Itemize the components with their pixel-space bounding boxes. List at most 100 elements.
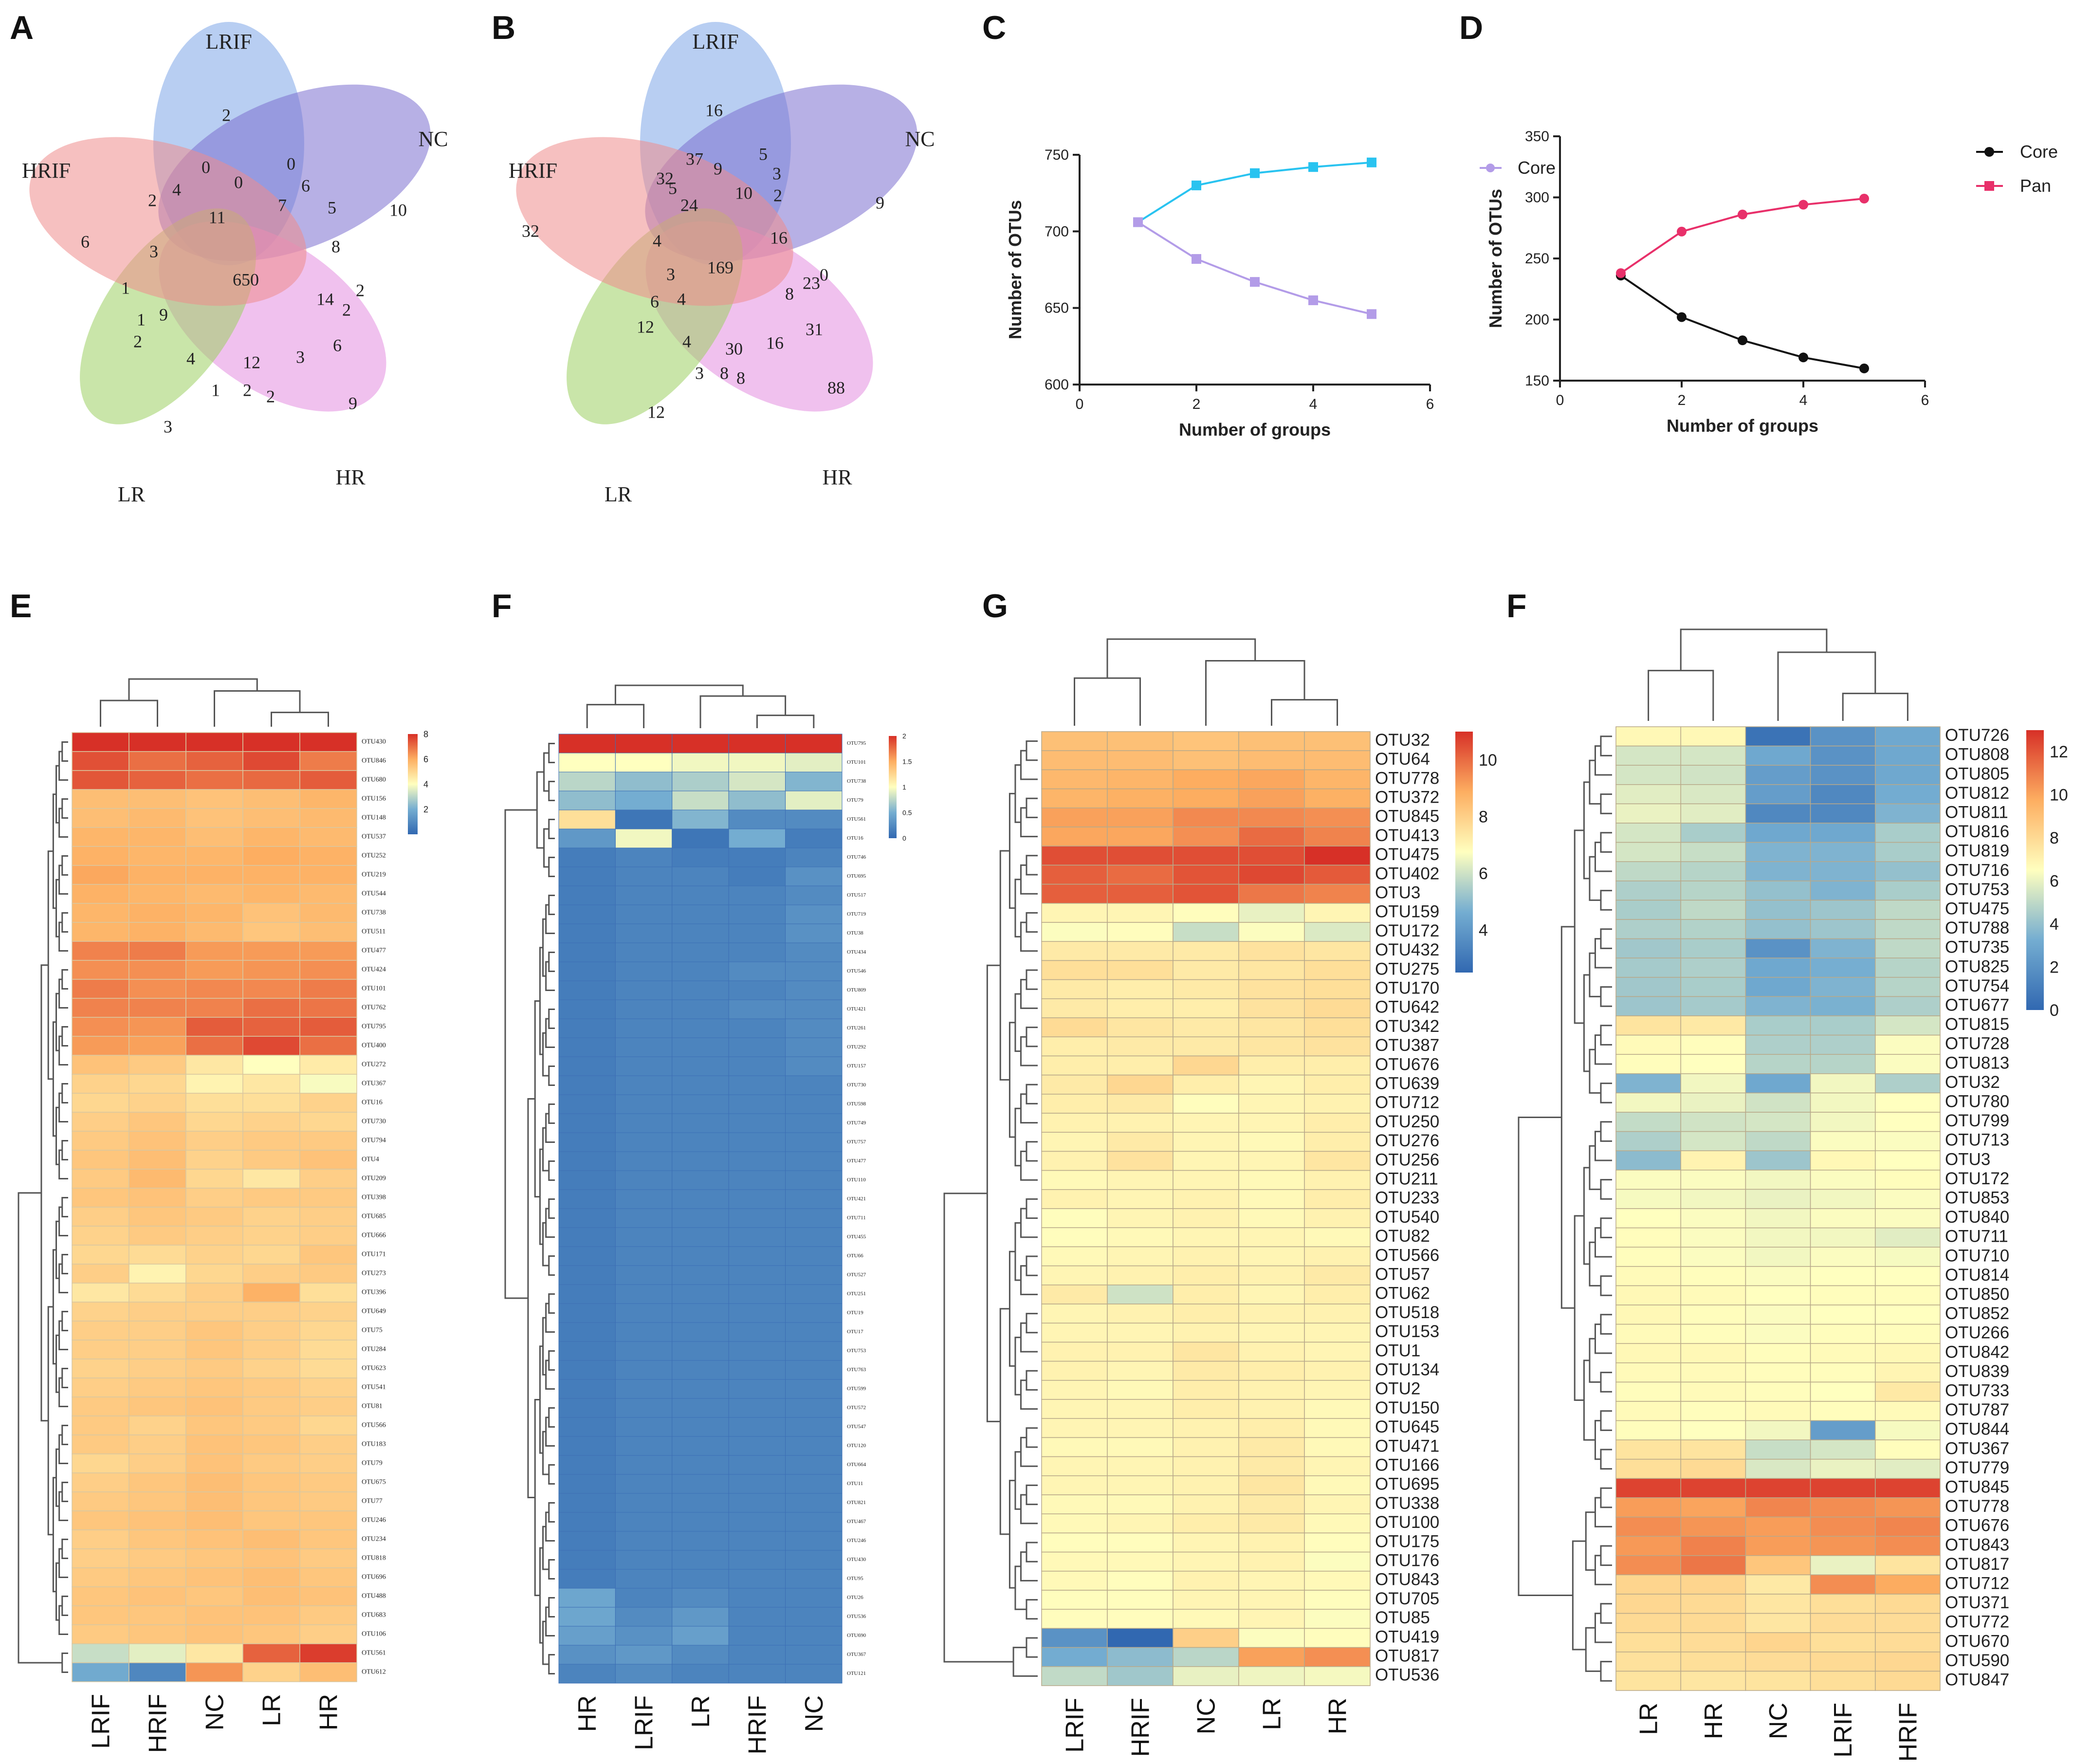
heatmap-cell <box>1304 1494 1371 1514</box>
col-dendrogram-branch <box>1271 699 1338 726</box>
heatmap-cell <box>785 1189 843 1209</box>
row-dendrogram-branch <box>1594 1555 1612 1585</box>
col-dendrogram-branch <box>1680 628 1828 671</box>
col-dendrogram-branch <box>1777 651 1876 721</box>
heatmap-cell <box>1041 941 1108 961</box>
heatmap-cell <box>1041 845 1108 866</box>
heatmap-cell <box>1810 996 1876 1016</box>
row-label: OTU639 <box>1375 1074 1439 1093</box>
heatmap-cell <box>785 1075 843 1095</box>
heatmap-cell <box>558 1379 616 1399</box>
heatmap-cell <box>185 1586 243 1606</box>
heatmap-cell <box>672 1056 729 1076</box>
heatmap-cell <box>185 884 243 904</box>
heatmap-cell <box>1875 1015 1941 1036</box>
heatmap-cell <box>785 1436 843 1456</box>
heatmap-cell <box>1875 1671 1941 1691</box>
row-label: OTU101 <box>362 985 386 992</box>
row-dendrogram-branch <box>58 1206 68 1236</box>
heatmap-cell <box>1680 842 1746 862</box>
row-dendrogram-branch <box>1020 1093 1038 1124</box>
heatmap-cell <box>1107 979 1174 999</box>
heatmap-cell <box>728 961 786 981</box>
row-dendrogram-branch <box>1012 1647 1038 1677</box>
heatmap-cell <box>242 1150 300 1170</box>
heatmap-cell <box>185 1169 243 1189</box>
heatmap-cell <box>1173 979 1239 999</box>
column-label: HRIF <box>1127 1698 1155 1757</box>
heatmap-cell <box>1107 1571 1174 1591</box>
heatmap-cell <box>728 1189 786 1209</box>
heatmap-cell <box>1745 861 1811 882</box>
heatmap-cell <box>128 941 186 961</box>
heatmap-cell <box>72 1548 129 1568</box>
row-dendrogram-branch <box>545 1303 555 1333</box>
heatmap-cell <box>728 1075 786 1095</box>
row-dendrogram-branch <box>1600 1661 1612 1682</box>
heatmap-cell <box>242 1207 300 1227</box>
row-label: OTU421 <box>847 1196 866 1202</box>
x-tick-label: 0 <box>1076 396 1084 412</box>
heatmap-cell <box>185 1453 243 1473</box>
heatmap-cell <box>558 1626 616 1646</box>
heatmap-cell <box>72 922 129 942</box>
heatmap-cell <box>1107 1609 1174 1629</box>
heatmap-cell <box>1875 823 1941 843</box>
heatmap-cell <box>185 1378 243 1397</box>
heatmap-cell <box>1238 1666 1305 1686</box>
heatmap-cell <box>72 846 129 866</box>
heatmap-cell <box>185 1491 243 1511</box>
x-tick-label: 6 <box>1426 396 1434 412</box>
row-dendrogram-branch <box>1026 1542 1038 1562</box>
heatmap-cell <box>185 1321 243 1341</box>
row-label: OTU156 <box>362 795 386 803</box>
row-label: OTU419 <box>1375 1627 1439 1646</box>
heatmap-cell <box>1875 745 1941 766</box>
heatmap-cell <box>1041 1380 1108 1400</box>
column-label: HR <box>573 1695 602 1732</box>
heatmap-cell <box>615 1455 673 1475</box>
heatmap-cell <box>1680 726 1746 747</box>
heatmap-cell <box>299 1567 357 1587</box>
heatmap-cell <box>1041 1265 1108 1286</box>
row-label: OTU233 <box>1375 1189 1439 1208</box>
row-dendrogram-branch <box>61 1083 68 1103</box>
heatmap-cell <box>558 790 616 810</box>
color-scale-tick: 8 <box>1479 808 1488 827</box>
heatmap-cell <box>1615 1305 1681 1325</box>
heatmap-cell <box>1238 922 1305 942</box>
heatmap-cell <box>72 1491 129 1511</box>
heatmap-cell <box>728 1208 786 1228</box>
row-label: OTU541 <box>362 1384 386 1391</box>
heatmap-cell <box>1875 1574 1941 1595</box>
heatmap-cell <box>1615 900 1681 920</box>
venn-region-count: 169 <box>707 257 734 277</box>
heatmap-cell <box>242 1434 300 1454</box>
heatmap-cell <box>1615 957 1681 978</box>
heatmap-cell <box>1107 1227 1174 1248</box>
heatmap-cell <box>615 1303 673 1323</box>
heatmap-cell <box>1745 1343 1811 1363</box>
heatmap-cell <box>72 1283 129 1303</box>
heatmap-cell <box>1238 731 1305 751</box>
heatmap-cell <box>128 732 186 752</box>
panel-letter-e: E <box>10 588 32 625</box>
venn-set-label: HR <box>822 465 852 489</box>
data-point-pan <box>1250 168 1260 178</box>
heatmap-cell <box>242 770 300 790</box>
row-dendrogram-branch <box>58 978 68 1009</box>
heatmap-cell <box>1238 1494 1305 1514</box>
heatmap-cell <box>615 1436 673 1456</box>
heatmap-cell <box>185 1264 243 1284</box>
heatmap-cell <box>728 1303 786 1323</box>
heatmap-cell <box>1173 1399 1239 1419</box>
heatmap-cell <box>1875 1439 1941 1460</box>
heatmap-cell <box>128 1586 186 1606</box>
heatmap-cell <box>1173 1341 1239 1362</box>
heatmap-cell <box>1304 1590 1371 1610</box>
venn-region-count: 30 <box>725 339 743 358</box>
heatmap-cell <box>1238 1399 1305 1419</box>
row-dendrogram-branch <box>1600 928 1612 949</box>
heatmap-cell <box>1173 1590 1239 1610</box>
row-label: OTU62 <box>1375 1284 1430 1303</box>
